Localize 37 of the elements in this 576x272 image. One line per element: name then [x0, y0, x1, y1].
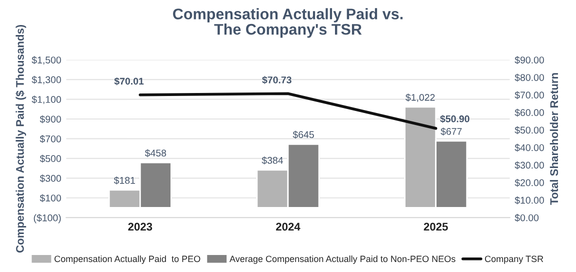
y-tick-label: $100: [40, 194, 61, 202]
y2-tick-label: $40.00: [514, 144, 544, 152]
x-tick-label: 2025: [424, 222, 448, 231]
legend-label: Company TSR: [484, 256, 544, 264]
data-label: $677: [440, 128, 462, 136]
x-tick-label: 2024: [276, 222, 300, 231]
y2-tick-label: $90.00: [514, 56, 544, 64]
data-label: $645: [292, 130, 314, 139]
data-label: $181: [114, 176, 135, 184]
data-label: $50.90: [440, 114, 470, 123]
legend-label: Average Compensation Actually Paid to Non-PEO NEOs: [230, 255, 456, 264]
y-axis-title: Compensation Actually Paid ($ Thousands): [16, 24, 26, 253]
legend-label: Compensation Actually Paid to PEO: [54, 255, 200, 264]
y2-tick-label: $70.00: [514, 91, 544, 100]
y2-tick-label: $60.00: [514, 108, 544, 117]
data-label: $384: [262, 156, 284, 164]
y2-tick-label: $20.00: [514, 178, 544, 187]
data-label: $70.73: [262, 76, 292, 84]
y-tick-label: $1,100: [32, 96, 61, 104]
y-tick-label: $1,300: [32, 76, 61, 84]
y2-tick-label: $50.00: [514, 126, 544, 134]
y-tick-label: $500: [40, 154, 61, 163]
y-tick-label: $300: [40, 174, 61, 182]
data-label: $70.01: [114, 77, 144, 86]
y-tick-label: $700: [40, 135, 61, 143]
y2-axis-title: Total Shareholder Return: [550, 73, 558, 205]
y2-tick-label: $30.00: [514, 161, 544, 170]
data-label: $458: [144, 149, 166, 158]
y-tick-label: $1,500: [32, 56, 61, 65]
data-label: $1,022: [406, 94, 435, 102]
y2-tick-label: $80.00: [514, 74, 544, 82]
x-tick-label: 2023: [128, 222, 152, 231]
y2-tick-label: $10.00: [514, 196, 544, 204]
y2-tick-label: $0.00: [514, 214, 539, 222]
y-tick-label: ($100): [34, 214, 61, 224]
chart-title: Compensation Actually Paid vs. The Company's TSR: [173, 8, 403, 38]
y-tick-label: $900: [40, 115, 61, 124]
